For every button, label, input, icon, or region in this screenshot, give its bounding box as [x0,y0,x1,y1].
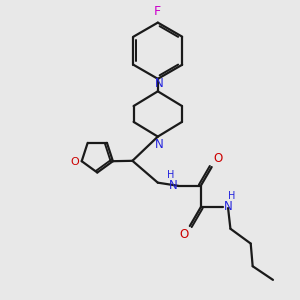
Text: H: H [228,191,236,201]
Text: O: O [70,157,79,167]
Text: N: N [224,200,233,213]
Text: N: N [154,77,164,90]
Text: F: F [154,5,161,18]
Text: O: O [179,228,188,241]
Text: N: N [154,138,164,151]
Text: N: N [169,178,177,191]
Text: O: O [213,152,223,166]
Text: H: H [167,170,175,180]
